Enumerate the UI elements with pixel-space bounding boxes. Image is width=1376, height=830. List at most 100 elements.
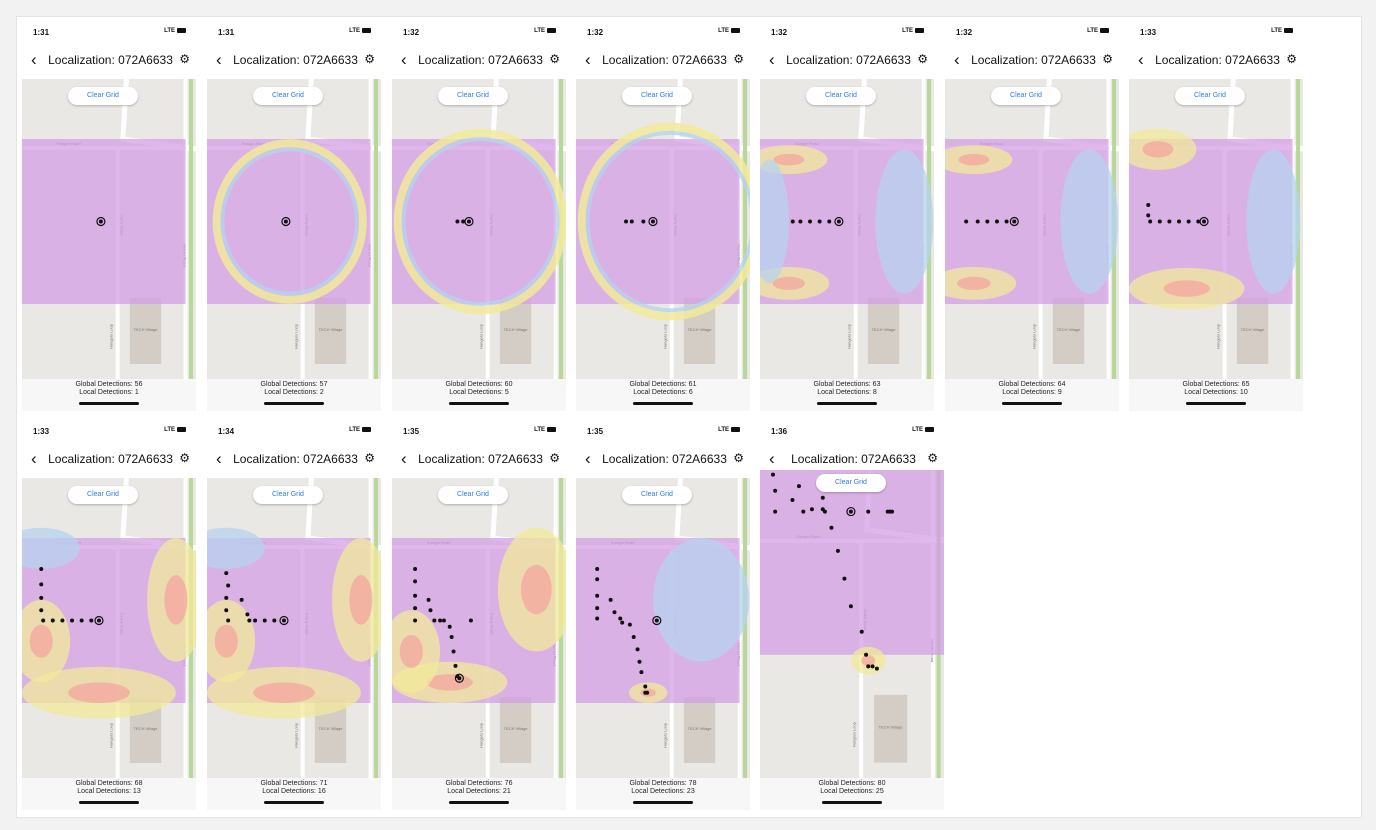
back-chevron-icon[interactable]: ‹ [1138, 50, 1144, 69]
detection-stats: Global Detections: 76 Local Detections: 2… [392, 778, 566, 810]
detection-dot [1148, 219, 1153, 224]
current-location-marker [281, 216, 291, 227]
heat-hotspot [773, 153, 805, 166]
phone-screen-6: 1:32 LTE ‹ Localization: 072A6633 ⚙ TECH Vi… [945, 19, 1119, 417]
detection-dot [41, 618, 46, 623]
detection-dot [413, 618, 418, 623]
gear-icon[interactable]: ⚙ [364, 52, 375, 66]
clear-grid-button[interactable]: Clear Grid [1175, 87, 1245, 105]
map-view[interactable]: TECH VillageRanger RoadCerny RoadHarriet… [207, 79, 381, 379]
detection-stats: Global Detections: 71 Local Detections: 1… [207, 778, 381, 810]
clear-grid-button[interactable]: Clear Grid [253, 87, 323, 105]
status-signal-battery: LTE [718, 28, 740, 34]
map-view[interactable]: TECH VillageRanger RoadCerny RoadHarriet… [392, 478, 566, 778]
map-view[interactable]: TECH VillageRanger RoadCerny RoadHarriet… [945, 79, 1119, 379]
detection-dot [635, 647, 640, 652]
page-title: Localization: 072A6633 [48, 53, 173, 67]
map-view[interactable]: TECH VillageRanger RoadCerny RoadHarriet… [22, 79, 196, 379]
back-chevron-icon[interactable]: ‹ [31, 50, 37, 69]
detection-dot [639, 670, 644, 675]
detection-dot [790, 498, 795, 503]
map-view[interactable]: TECH VillageRanger RoadCerny RoadHarriet… [576, 79, 750, 379]
back-chevron-icon[interactable]: ‹ [31, 449, 37, 468]
detection-dot [796, 484, 801, 489]
detection-dot [1177, 219, 1182, 224]
page-title: Localization: 072A6633 [418, 452, 543, 466]
detection-dot [247, 618, 252, 623]
clear-grid-button[interactable]: Clear Grid [991, 87, 1061, 105]
tech-village-label: TECH Village [134, 726, 159, 731]
map-view[interactable]: TECH VillageRanger RoadCerny RoadHarriet… [760, 79, 934, 379]
gear-icon[interactable]: ⚙ [1286, 52, 1297, 66]
gear-icon[interactable]: ⚙ [733, 52, 744, 66]
status-bar: 1:31 LTE [22, 19, 196, 43]
heatmap-svg: TECH VillageRanger RoadCerny RoadHarriet… [392, 478, 566, 778]
clear-grid-button[interactable]: Clear Grid [622, 87, 692, 105]
map-view[interactable]: TECH VillageRanger RoadCerny RoadHarriet… [207, 478, 381, 778]
back-chevron-icon[interactable]: ‹ [769, 50, 775, 69]
hangars-loop-label: Hangars Loop [1031, 323, 1036, 349]
detection-dot [827, 219, 832, 224]
status-signal-battery: LTE [164, 28, 186, 34]
heat-blob [875, 149, 934, 294]
map-view[interactable]: TECH VillageRanger RoadCerny RoadHarriet… [392, 79, 566, 379]
back-chevron-icon[interactable]: ‹ [954, 50, 960, 69]
detection-dot [829, 525, 834, 530]
detection-dot [449, 635, 454, 639]
current-location-marker [279, 615, 289, 626]
local-detections: Local Detections: 25 [820, 788, 884, 795]
gear-icon[interactable]: ⚙ [1102, 52, 1113, 66]
back-chevron-icon[interactable]: ‹ [401, 50, 407, 69]
heat-grid [576, 122, 750, 321]
page-title: Localization: 072A6633 [786, 53, 911, 67]
status-signal-battery: LTE [349, 427, 371, 433]
clear-grid-button[interactable]: Clear Grid [806, 87, 876, 105]
map-view[interactable]: TECH VillageRanger RoadCerny RoadHarriet… [576, 478, 750, 778]
status-bar: 1:36 LTE [760, 418, 944, 442]
gear-icon[interactable]: ⚙ [917, 52, 928, 66]
back-chevron-icon[interactable]: ‹ [216, 50, 222, 69]
gear-icon[interactable]: ⚙ [179, 451, 190, 465]
clear-grid-button[interactable]: Clear Grid [253, 486, 323, 504]
clear-grid-button[interactable]: Clear Grid [68, 87, 138, 105]
building-tech-village [1052, 298, 1085, 364]
tech-village-label: TECH Village [319, 327, 344, 332]
gear-icon[interactable]: ⚙ [179, 52, 190, 66]
clear-grid-button[interactable]: Clear Grid [68, 486, 138, 504]
detection-stats: Global Detections: 78 Local Detections: 2… [576, 778, 750, 810]
hangars-loop-label: Hangars Loop [478, 323, 483, 349]
detection-dot [39, 566, 44, 571]
current-location-marker [834, 216, 844, 227]
map-view[interactable]: TECH VillageRanger RoadCerny RoadHarriet… [1129, 79, 1303, 379]
gear-icon[interactable]: ⚙ [364, 451, 375, 465]
detection-dot [455, 219, 460, 224]
detection-dot [428, 608, 433, 613]
back-chevron-icon[interactable]: ‹ [585, 449, 591, 468]
clear-grid-button[interactable]: Clear Grid [816, 474, 886, 492]
detection-dot [798, 219, 803, 224]
back-chevron-icon[interactable]: ‹ [769, 449, 775, 468]
gear-icon[interactable]: ⚙ [549, 451, 560, 465]
clear-grid-button[interactable]: Clear Grid [438, 486, 508, 504]
hangars-loop-label: Hangars Loop [293, 722, 298, 748]
local-detections: Local Detections: 21 [447, 788, 511, 795]
clear-grid-button[interactable]: Clear Grid [438, 87, 508, 105]
heat-blob [207, 527, 265, 569]
status-bar: 1:31 LTE [207, 19, 381, 43]
global-detections: Global Detections: 65 [1182, 381, 1250, 388]
detection-dot [281, 618, 286, 623]
clear-grid-button[interactable]: Clear Grid [622, 486, 692, 504]
back-chevron-icon[interactable]: ‹ [401, 449, 407, 468]
detection-dot [985, 219, 990, 224]
detection-dot [848, 509, 853, 514]
detection-stats: Global Detections: 80 Local Detections: 2… [760, 778, 944, 810]
map-view[interactable]: TECH VillageRanger RoadCerny RoadHarriet… [22, 478, 196, 778]
detection-dot [1146, 203, 1151, 207]
gear-icon[interactable]: ⚙ [733, 451, 744, 465]
tech-village-label: TECH Village [134, 327, 159, 332]
map-view[interactable]: TECH VillageRanger RoadCerny RoadHarriet… [760, 470, 944, 778]
gear-icon[interactable]: ⚙ [927, 451, 938, 465]
back-chevron-icon[interactable]: ‹ [216, 449, 222, 468]
back-chevron-icon[interactable]: ‹ [585, 50, 591, 69]
gear-icon[interactable]: ⚙ [549, 52, 560, 66]
